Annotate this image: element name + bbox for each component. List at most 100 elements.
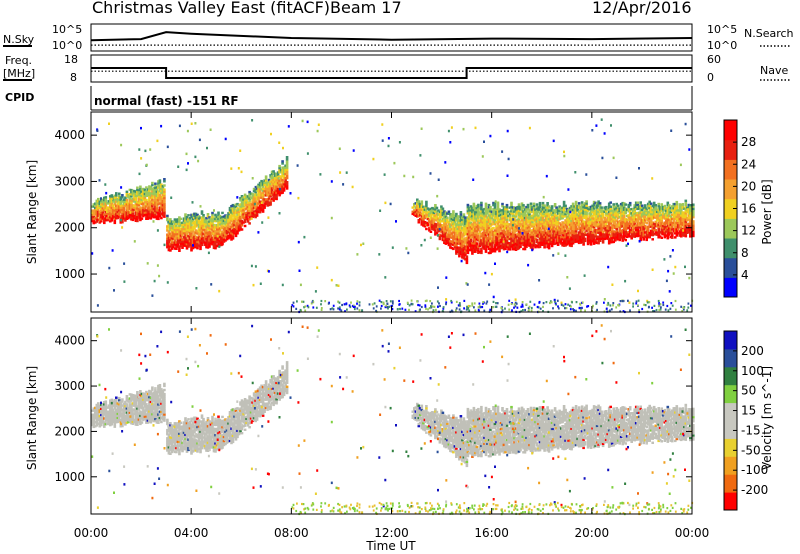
power-cell <box>604 237 608 240</box>
power-cell <box>504 218 507 221</box>
power-cell <box>576 238 579 241</box>
power-cell <box>684 232 688 236</box>
power-cell <box>546 214 549 217</box>
power-cell <box>251 203 254 206</box>
power-cell <box>523 218 527 222</box>
power-cell <box>248 211 251 215</box>
power-cell <box>668 214 671 217</box>
power-cell <box>580 240 584 244</box>
power-cell <box>109 209 112 213</box>
power-cell <box>526 235 530 238</box>
power-cell <box>172 229 175 232</box>
power-cell <box>643 212 647 215</box>
power-cell <box>458 252 461 256</box>
power-cell <box>443 231 446 234</box>
power-cell <box>378 253 381 256</box>
power-cell <box>568 208 572 212</box>
power-cell <box>209 238 213 241</box>
power-cell <box>508 229 512 232</box>
power-cell <box>495 214 498 218</box>
power-cell <box>564 240 567 243</box>
power-cell <box>127 208 130 211</box>
power-cell <box>677 219 680 222</box>
power-cell <box>561 214 564 218</box>
power-cell <box>217 213 220 216</box>
power-cell <box>646 231 650 235</box>
power-cell <box>104 204 108 207</box>
power-cell <box>646 206 650 210</box>
power-cell <box>240 197 244 200</box>
power-cell <box>618 211 621 215</box>
power-cell <box>652 222 656 225</box>
power-cell <box>462 227 466 231</box>
power-cell <box>474 246 477 249</box>
power-cell <box>231 208 235 211</box>
power-cell <box>627 230 630 234</box>
power-cell <box>657 225 660 229</box>
power-cell <box>634 220 638 223</box>
power-cell <box>501 221 504 224</box>
power-cell <box>511 243 515 247</box>
power-cell <box>577 218 581 222</box>
power-cell <box>113 207 117 210</box>
power-cell <box>531 216 534 219</box>
power-cell <box>142 196 145 199</box>
power-cell <box>640 212 644 216</box>
power-cell <box>469 230 473 233</box>
power-cell <box>166 227 169 230</box>
power-cell <box>492 233 495 236</box>
power-cell <box>450 242 454 246</box>
power-cell <box>624 207 627 210</box>
power-cell <box>284 166 287 169</box>
power-cell <box>490 214 494 218</box>
power-cell <box>134 200 138 204</box>
power-cell <box>532 233 536 237</box>
power-cell <box>466 232 470 236</box>
power-cell <box>654 233 657 236</box>
power-cell <box>187 237 190 240</box>
power-cell <box>634 218 638 221</box>
power-cell <box>214 238 217 242</box>
power-cell <box>119 196 123 199</box>
power-cell <box>257 231 260 234</box>
power-cell <box>651 225 654 228</box>
power-cell <box>130 201 133 204</box>
power-cell <box>675 209 679 212</box>
power-cell <box>542 195 545 199</box>
power-cell <box>609 218 612 221</box>
power-cell <box>224 235 227 238</box>
power-cell <box>643 216 647 220</box>
power-cell <box>610 124 612 127</box>
power-cell <box>484 244 488 247</box>
power-cell <box>130 205 133 208</box>
power-cell <box>517 236 521 239</box>
power-cell <box>157 192 160 196</box>
power-cell <box>579 239 582 242</box>
power-cell <box>155 198 159 202</box>
power-cell <box>529 210 533 214</box>
power-cell <box>547 234 551 237</box>
power-cell <box>464 233 467 236</box>
power-cell <box>660 217 663 221</box>
power-cell <box>496 226 500 229</box>
power-cell <box>488 283 491 286</box>
power-cell <box>692 209 695 213</box>
power-cell <box>654 216 657 219</box>
power-cell <box>680 214 683 217</box>
power-cell <box>231 222 235 225</box>
power-cell <box>562 213 566 216</box>
power-cell <box>272 176 275 179</box>
power-cell <box>140 198 144 202</box>
power-cell <box>651 229 654 233</box>
power-cell <box>103 221 106 225</box>
power-cell <box>261 204 265 207</box>
power-cell <box>119 206 123 210</box>
power-cell <box>559 242 563 245</box>
power-cell <box>684 212 688 215</box>
power-cell <box>532 242 536 245</box>
power-cell <box>522 247 525 251</box>
power-cell <box>197 238 201 241</box>
power-cell <box>552 224 555 227</box>
power-cell <box>459 240 463 243</box>
